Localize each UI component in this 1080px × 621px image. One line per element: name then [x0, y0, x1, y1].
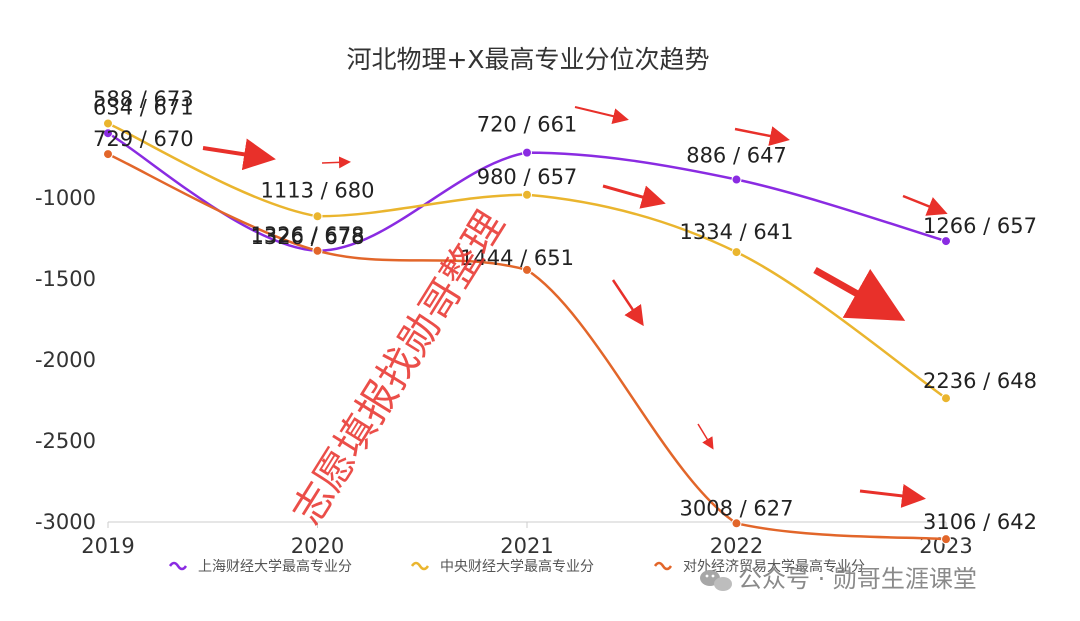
y-tick-label: -2500	[35, 429, 96, 453]
legend-item-label: 中央财经大学最高专业分	[440, 558, 594, 575]
data-point	[522, 189, 532, 200]
chart-title: 河北物理+X最高专业分位次趋势	[346, 45, 709, 74]
data-point	[312, 211, 323, 222]
legend: 上海财经大学最高专业分 中央财经大学最高专业分 对外经济贸易大学最高专业分	[168, 558, 865, 575]
y-tick-label: -2000	[35, 348, 96, 372]
data-label: 1444 / 651	[460, 246, 574, 270]
annotation-arrow	[602, 184, 666, 209]
data-label: 634 / 671	[93, 95, 194, 119]
annotation-arrow	[574, 106, 629, 124]
x-tick-label: 2019	[81, 534, 134, 558]
data-label: 729 / 670	[93, 127, 194, 151]
series-line-2	[107, 152, 947, 541]
data-label: 588 / 673	[93, 87, 194, 111]
annotation-arrow	[202, 138, 276, 171]
data-label: 886 / 647	[686, 144, 787, 168]
annotation-arrow	[859, 483, 926, 508]
data-point	[731, 518, 742, 529]
legend-swatch	[410, 561, 430, 571]
data-label: 1326 / 678	[251, 223, 365, 247]
annotation-arrow	[813, 266, 906, 321]
watermark-corner: 公众号 · 勋哥生涯课堂	[700, 565, 977, 593]
legend-item-label: 对外经济贸易大学最高专业分	[683, 558, 865, 575]
annotation-arrow	[902, 194, 948, 216]
data-label: 980 / 657	[477, 165, 578, 189]
data-label: 720 / 661	[477, 113, 578, 137]
data-point	[731, 174, 742, 185]
annotation-arrow	[697, 423, 714, 450]
data-point	[941, 534, 951, 545]
series-labels: 588 / 673 1326 / 678 720 / 661 886 / 647 126…	[93, 87, 1037, 534]
y-tick-label: -1500	[35, 267, 96, 291]
wechat-icon	[700, 570, 732, 591]
data-point	[522, 147, 532, 158]
data-point	[103, 149, 113, 160]
data-point	[522, 264, 532, 275]
legend-swatch	[168, 561, 188, 571]
legend-item-label: 上海财经大学最高专业分	[198, 558, 352, 575]
data-point	[103, 118, 113, 129]
annotation-arrows	[202, 106, 948, 508]
data-label: 1113 / 680	[261, 178, 375, 202]
data-point	[941, 236, 951, 247]
annotation-arrow	[321, 156, 351, 169]
data-label: 1266 / 657	[923, 214, 1037, 238]
data-label: 2236 / 648	[923, 369, 1037, 393]
y-tick-label: -1000	[35, 186, 96, 210]
data-label: 1334 / 641	[680, 220, 794, 244]
annotation-arrow	[611, 279, 644, 327]
legend-swatch	[653, 561, 673, 571]
annotation-arrow	[734, 126, 790, 146]
x-tick-label: 2020	[291, 534, 344, 558]
watermark-corner-text: 公众号 · 勋哥生涯课堂	[738, 565, 977, 593]
data-point	[103, 128, 113, 139]
data-point	[312, 245, 323, 256]
x-tick-label: 2021	[500, 534, 553, 558]
y-ticks: -1000 -1500 -2000 -2500 -3000	[35, 186, 96, 534]
y-tick-label: -3000	[35, 510, 96, 534]
series-points	[103, 118, 951, 545]
data-label: 3106 / 642	[923, 510, 1037, 534]
data-point	[941, 393, 951, 404]
x-ticks: 2019 2020 2021 2022 2023	[81, 522, 973, 558]
data-point	[731, 247, 742, 258]
data-label: 1326 / 678	[251, 225, 365, 249]
data-label: 3008 / 627	[680, 496, 794, 520]
x-tick-label: 2022	[710, 534, 763, 558]
